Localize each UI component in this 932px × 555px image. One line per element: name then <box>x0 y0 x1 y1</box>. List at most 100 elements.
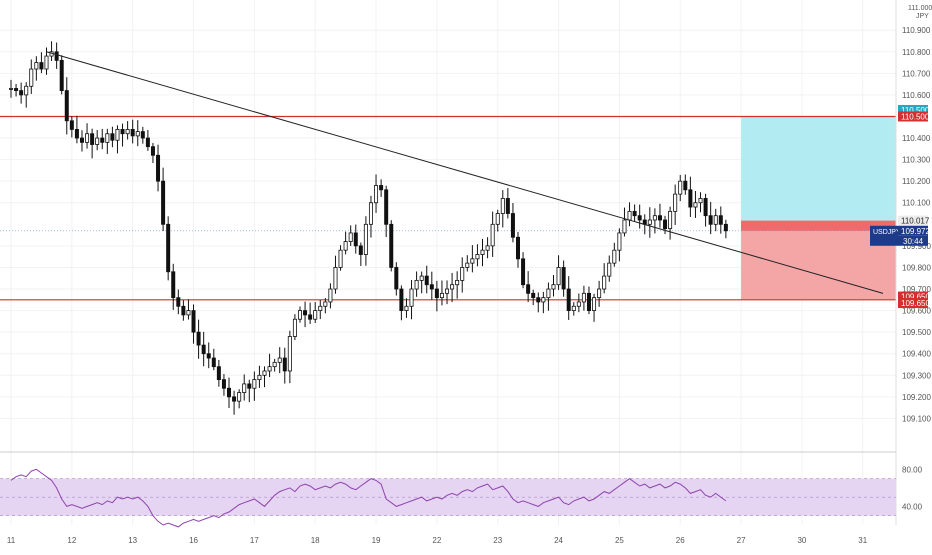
candle-body <box>333 267 338 290</box>
candle-body <box>267 366 272 372</box>
x-tick-label: 26 <box>676 536 685 545</box>
current-symbol-bg <box>870 225 898 246</box>
candle-body <box>39 62 44 70</box>
candle-body <box>64 90 69 122</box>
candle-body <box>328 288 333 303</box>
candle-body <box>384 189 389 225</box>
candle-body <box>262 370 267 376</box>
candle-body <box>414 279 419 290</box>
candle-body <box>206 353 211 359</box>
x-tick-label: 27 <box>737 536 746 545</box>
candle-body <box>597 288 602 299</box>
y-tick-label: 109.700 <box>902 285 931 294</box>
candle-body <box>44 55 49 70</box>
candle-body <box>166 223 171 273</box>
candle-body <box>85 133 90 143</box>
candle-body <box>521 258 526 286</box>
candle-body <box>54 51 59 61</box>
candle-body <box>688 189 693 208</box>
candle-body <box>663 219 668 230</box>
current-price: 109.972 <box>901 227 930 236</box>
candle-body <box>526 284 531 294</box>
candle-body <box>368 202 373 225</box>
candle-body <box>303 310 308 316</box>
price-label: 110.500 <box>901 112 930 121</box>
candle-body <box>723 223 728 232</box>
candle-body <box>140 131 145 139</box>
candle-body <box>460 267 465 281</box>
candle-body <box>556 267 561 286</box>
candle-body <box>586 292 591 311</box>
candle-body <box>678 180 683 195</box>
y-tick-label: 109.300 <box>902 371 931 380</box>
current-symbol: USDJPY <box>873 229 901 236</box>
candle-body <box>389 223 394 268</box>
candle-body <box>343 241 348 251</box>
candle-body <box>551 284 556 290</box>
y-tick-label: 109.900 <box>902 242 931 251</box>
candle-body <box>191 310 196 333</box>
candle-body <box>409 288 414 307</box>
candle-body <box>374 185 379 204</box>
candle-body <box>592 297 597 311</box>
candle-body <box>419 275 424 281</box>
candle-body <box>186 310 191 316</box>
candle-body <box>379 185 384 191</box>
candle-body <box>277 357 282 363</box>
candle-body <box>647 219 652 225</box>
y-tick-label: 110.800 <box>902 48 931 57</box>
candle-body <box>161 180 166 225</box>
candle-body <box>69 120 74 130</box>
candle-body <box>29 68 34 87</box>
candles <box>8 41 728 415</box>
y-axis-top-label: 111.000 <box>908 5 932 12</box>
candle-body <box>232 396 237 402</box>
x-tick-label: 24 <box>554 536 563 545</box>
candle-body <box>74 129 79 139</box>
candle-body <box>363 223 368 255</box>
candle-body <box>247 383 252 389</box>
candle-body <box>176 297 181 307</box>
y-tick-label: 109.800 <box>902 263 931 272</box>
candle-body <box>145 137 150 148</box>
countdown: 30:44 <box>903 237 924 246</box>
candle-body <box>282 357 287 372</box>
price-label: 110.017 <box>901 217 930 226</box>
candle-body <box>668 210 673 230</box>
candle-body <box>404 305 409 311</box>
price-label-bg <box>898 215 928 226</box>
candle-body <box>227 387 232 398</box>
candle-body <box>297 310 302 320</box>
candle-body <box>115 129 120 141</box>
y-tick-label: 109.500 <box>902 328 931 337</box>
candle-body <box>90 133 95 145</box>
candle-body <box>571 305 576 311</box>
candle-body <box>693 202 698 208</box>
y-tick-label: 110.600 <box>902 91 931 100</box>
price-label: 109.650 <box>901 299 930 308</box>
candle-body <box>338 249 343 268</box>
countdown-bg <box>898 235 928 246</box>
candle-body <box>536 297 541 303</box>
candle-body <box>708 215 713 225</box>
candle-body <box>19 90 24 96</box>
candle-body <box>475 254 480 260</box>
candle-body <box>110 133 115 141</box>
candle-body <box>576 301 581 307</box>
candle-body <box>495 213 500 225</box>
y-tick-label: 109.100 <box>902 414 931 423</box>
y-tick-label: 109.600 <box>902 307 931 316</box>
x-tick-label: 30 <box>797 536 806 545</box>
candle-body <box>505 198 510 214</box>
rsi-tick-label: 40.00 <box>902 502 923 511</box>
candle-body <box>500 198 505 214</box>
candle-body <box>201 344 206 355</box>
x-tick-label: 16 <box>189 536 198 545</box>
candle-body <box>237 392 242 402</box>
candle-body <box>698 198 703 204</box>
x-tick-label: 12 <box>67 536 76 545</box>
candle-body <box>125 129 130 135</box>
candle-body <box>516 236 521 260</box>
candle-body <box>424 275 429 286</box>
candle-body <box>429 284 434 290</box>
